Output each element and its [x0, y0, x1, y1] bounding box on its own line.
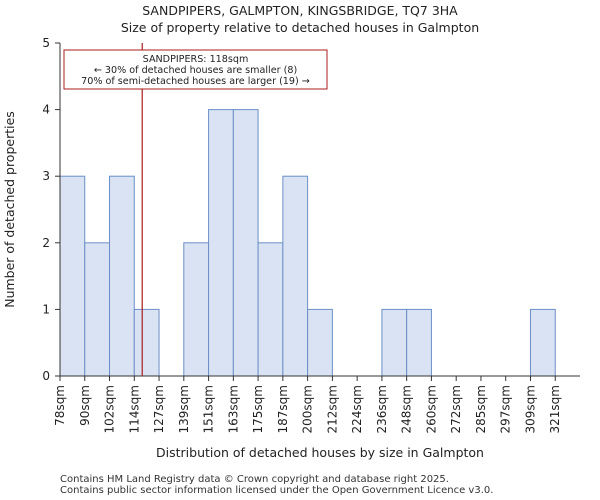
x-tick-label: 127sqm — [152, 385, 166, 433]
bar-102sqm — [109, 175, 135, 377]
bar-78sqm — [59, 175, 86, 377]
x-tick-label: 200sqm — [301, 385, 315, 433]
bar-114sqm — [133, 308, 160, 377]
x-tick-label: 309sqm — [523, 385, 537, 433]
bar-163sqm — [232, 109, 259, 377]
y-tick-label: 4 — [42, 103, 50, 117]
x-tick-label: 187sqm — [276, 385, 290, 433]
x-tick-label: 285sqm — [474, 385, 488, 433]
x-tick-label: 248sqm — [400, 385, 414, 433]
x-tick-label: 321sqm — [548, 385, 562, 433]
x-axis-label: Distribution of detached houses by size … — [156, 445, 484, 460]
annotation-box — [63, 49, 328, 90]
chart-title-line2: Size of property relative to detached ho… — [120, 20, 480, 35]
x-tick-label: 163sqm — [226, 385, 240, 433]
bar-90sqm — [84, 242, 111, 377]
x-tick-label: 78sqm — [53, 385, 67, 426]
y-tick-label: 2 — [42, 236, 50, 250]
x-tick-label: 175sqm — [251, 385, 265, 433]
y-tick-label: 0 — [42, 369, 50, 383]
y-axis-label: Number of detached properties — [2, 111, 17, 308]
annotation-line: 70% of semi-detached houses are larger (… — [81, 76, 310, 87]
bar-187sqm — [282, 175, 309, 377]
x-tick-label: 260sqm — [424, 385, 438, 433]
y-tick-label: 5 — [42, 36, 50, 50]
x-tick-label: 139sqm — [177, 385, 191, 433]
x-tick-label: 272sqm — [449, 385, 463, 433]
footer-line1: Contains HM Land Registry data © Crown c… — [60, 474, 449, 485]
x-tick-label: 151sqm — [202, 385, 216, 433]
x-tick-label: 102sqm — [103, 385, 117, 433]
bar-139sqm — [183, 242, 210, 377]
bar-151sqm — [208, 109, 234, 377]
bar-248sqm — [406, 308, 432, 377]
bar-309sqm — [529, 308, 556, 377]
x-tick-label: 236sqm — [375, 385, 389, 433]
chart-title-line1: SANDPIPERS, GALMPTON, KINGSBRIDGE, TQ7 3… — [142, 3, 458, 18]
bar-236sqm — [381, 308, 408, 377]
annotation-line: ← 30% of detached houses are smaller (8) — [94, 65, 297, 76]
x-tick-label: 297sqm — [499, 385, 513, 433]
x-tick-label: 114sqm — [127, 385, 141, 433]
x-tick-label: 90sqm — [78, 385, 92, 426]
x-tick-label: 224sqm — [350, 385, 364, 433]
x-tick-label: 212sqm — [325, 385, 339, 433]
annotation-line: SANDPIPERS: 118sqm — [143, 54, 249, 65]
y-tick-label: 3 — [42, 169, 50, 183]
bar-175sqm — [257, 242, 284, 377]
footer-line2: Contains public sector information licen… — [60, 485, 494, 496]
y-tick-label: 1 — [42, 302, 50, 316]
bar-200sqm — [307, 308, 333, 377]
